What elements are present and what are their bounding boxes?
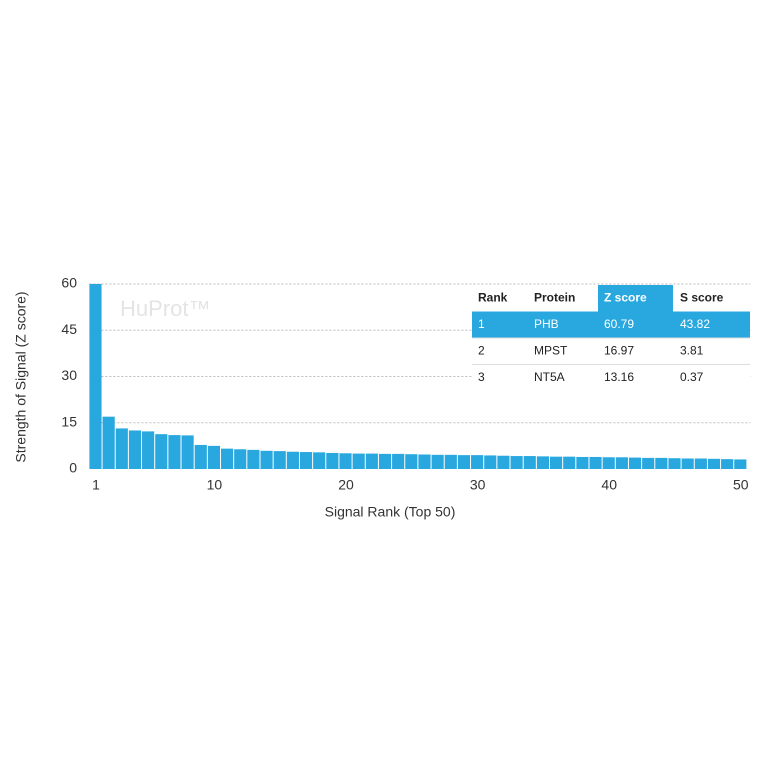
bar bbox=[221, 448, 234, 469]
header-highlight bbox=[598, 285, 673, 312]
bar bbox=[365, 453, 378, 469]
x-tick-label: 50 bbox=[733, 477, 749, 493]
y-axis-label: Strength of Signal (Z score) bbox=[13, 291, 29, 462]
bar bbox=[510, 456, 523, 469]
bar bbox=[444, 454, 457, 469]
bars bbox=[89, 284, 747, 469]
bar bbox=[313, 452, 326, 469]
bar bbox=[339, 453, 352, 469]
bar bbox=[431, 454, 444, 469]
bar bbox=[655, 457, 668, 469]
x-axis-label: Signal Rank (Top 50) bbox=[325, 504, 456, 520]
bar bbox=[523, 456, 536, 469]
bar bbox=[392, 453, 405, 469]
y-tick-label: 60 bbox=[61, 275, 77, 291]
table-cell: 3.81 bbox=[680, 343, 704, 357]
bar bbox=[484, 455, 497, 469]
table-cell: 3 bbox=[478, 370, 485, 384]
bar bbox=[247, 449, 260, 469]
bar bbox=[326, 452, 339, 469]
column-header: S score bbox=[680, 290, 724, 304]
x-tick-label: 1 bbox=[92, 477, 100, 493]
bar bbox=[576, 456, 589, 469]
y-tick-label: 45 bbox=[61, 321, 77, 337]
column-header: Z score bbox=[604, 290, 647, 304]
bar bbox=[89, 284, 102, 469]
bar bbox=[550, 456, 563, 469]
table-cell: 13.16 bbox=[604, 370, 634, 384]
bar bbox=[628, 457, 642, 469]
x-tick-label: 40 bbox=[601, 477, 617, 493]
bar bbox=[668, 458, 681, 469]
bar bbox=[260, 450, 273, 469]
bar bbox=[352, 453, 365, 469]
table-cell: 0.37 bbox=[680, 370, 704, 384]
watermark: HuProt™ bbox=[120, 296, 210, 321]
x-tick-label: 20 bbox=[338, 477, 354, 493]
bar bbox=[536, 456, 549, 469]
bar bbox=[457, 455, 471, 469]
bar bbox=[497, 455, 510, 469]
bar bbox=[128, 430, 142, 469]
bar bbox=[694, 458, 707, 469]
bar bbox=[115, 428, 128, 469]
bar bbox=[471, 455, 484, 469]
bar bbox=[707, 458, 721, 469]
bar bbox=[378, 453, 392, 469]
bar bbox=[681, 458, 694, 469]
bar bbox=[155, 434, 168, 469]
table-cell: 43.82 bbox=[680, 317, 710, 331]
bar bbox=[234, 449, 247, 469]
bar bbox=[589, 456, 602, 469]
bar bbox=[299, 452, 313, 469]
x-tick-label: 10 bbox=[207, 477, 223, 493]
bar bbox=[721, 459, 734, 469]
bar bbox=[181, 435, 194, 469]
bar bbox=[418, 454, 431, 469]
bar bbox=[286, 451, 299, 469]
y-tick-label: 0 bbox=[69, 460, 77, 476]
bar bbox=[207, 445, 220, 469]
bar bbox=[734, 459, 747, 469]
table-cell: MPST bbox=[534, 343, 568, 357]
table-cell: 2 bbox=[478, 343, 485, 357]
bar bbox=[194, 444, 207, 469]
y-tick-label: 30 bbox=[61, 367, 77, 383]
bar bbox=[615, 457, 628, 469]
bar bbox=[602, 457, 615, 469]
bar bbox=[142, 431, 155, 469]
bar bbox=[168, 435, 181, 469]
labels: 0 15 30 45 60 1 10 20 30 40 50 bbox=[61, 275, 748, 493]
table-cell: 16.97 bbox=[604, 343, 634, 357]
table-cell: 60.79 bbox=[604, 317, 634, 331]
row-highlight bbox=[472, 311, 750, 338]
bar bbox=[563, 456, 576, 469]
bar bbox=[273, 451, 286, 469]
column-header: Rank bbox=[478, 290, 508, 304]
table: Rank Protein Z score S score 1 PHB 60.79 43.82 2… bbox=[472, 285, 750, 391]
table-cell: 1 bbox=[478, 317, 485, 331]
bar bbox=[102, 416, 115, 469]
table-cell: NT5A bbox=[534, 370, 565, 384]
y-tick-label: 15 bbox=[61, 413, 77, 429]
column-header: Protein bbox=[534, 290, 575, 304]
bar bbox=[642, 457, 655, 469]
table-cell: PHB bbox=[534, 317, 559, 331]
bar bbox=[405, 454, 418, 469]
x-tick-label: 30 bbox=[470, 477, 486, 493]
